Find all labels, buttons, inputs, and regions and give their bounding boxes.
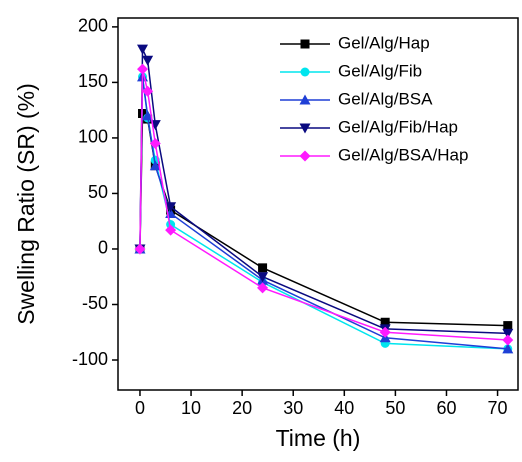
marker xyxy=(134,243,146,255)
x-tick-label: 20 xyxy=(232,398,252,418)
x-axis-label: Time (h) xyxy=(276,425,361,451)
x-tick-label: 40 xyxy=(334,398,354,418)
marker xyxy=(257,282,269,294)
marker xyxy=(165,224,177,236)
marker xyxy=(142,55,154,66)
y-tick-label: 50 xyxy=(88,182,108,202)
marker xyxy=(299,150,311,162)
marker xyxy=(379,326,391,338)
marker xyxy=(257,272,269,283)
marker xyxy=(503,321,513,331)
marker xyxy=(149,137,161,149)
x-tick-label: 0 xyxy=(135,398,145,418)
marker xyxy=(502,334,514,346)
y-tick-label: 100 xyxy=(78,127,108,147)
marker xyxy=(142,85,154,97)
series-line xyxy=(139,48,508,335)
legend-label: Gel/Alg/Fib xyxy=(338,61,422,80)
marker xyxy=(380,317,390,327)
y-tick-label: 150 xyxy=(78,71,108,91)
marker xyxy=(258,263,268,273)
y-tick-label: 0 xyxy=(98,238,108,258)
marker xyxy=(299,94,311,105)
marker xyxy=(166,220,176,230)
y-tick-label: 200 xyxy=(78,16,108,36)
marker xyxy=(502,343,514,354)
x-tick-label: 30 xyxy=(283,398,303,418)
x-tick-label: 50 xyxy=(385,398,405,418)
marker xyxy=(300,67,310,77)
y-axis-label: Swelling Ratio (SR) (%) xyxy=(13,83,39,325)
marker xyxy=(299,123,311,134)
marker xyxy=(142,110,154,121)
y-tick-label: -50 xyxy=(82,293,108,313)
x-tick-label: 10 xyxy=(181,398,201,418)
marker xyxy=(149,160,161,171)
marker xyxy=(137,44,149,55)
x-tick-label: 70 xyxy=(488,398,508,418)
y-tick-label: -100 xyxy=(72,349,108,369)
marker xyxy=(300,39,310,49)
marker xyxy=(502,328,514,339)
x-tick-label: 60 xyxy=(436,398,456,418)
legend-label: Gel/Alg/BSA xyxy=(338,89,433,108)
series-line xyxy=(139,68,508,341)
legend-label: Gel/Alg/BSA/Hap xyxy=(338,145,468,164)
plot-frame xyxy=(117,17,519,391)
legend-label: Gel/Alg/Fib/Hap xyxy=(338,117,458,136)
legend-label: Gel/Alg/Hap xyxy=(338,33,430,52)
marker xyxy=(137,63,149,75)
marker xyxy=(165,202,177,213)
